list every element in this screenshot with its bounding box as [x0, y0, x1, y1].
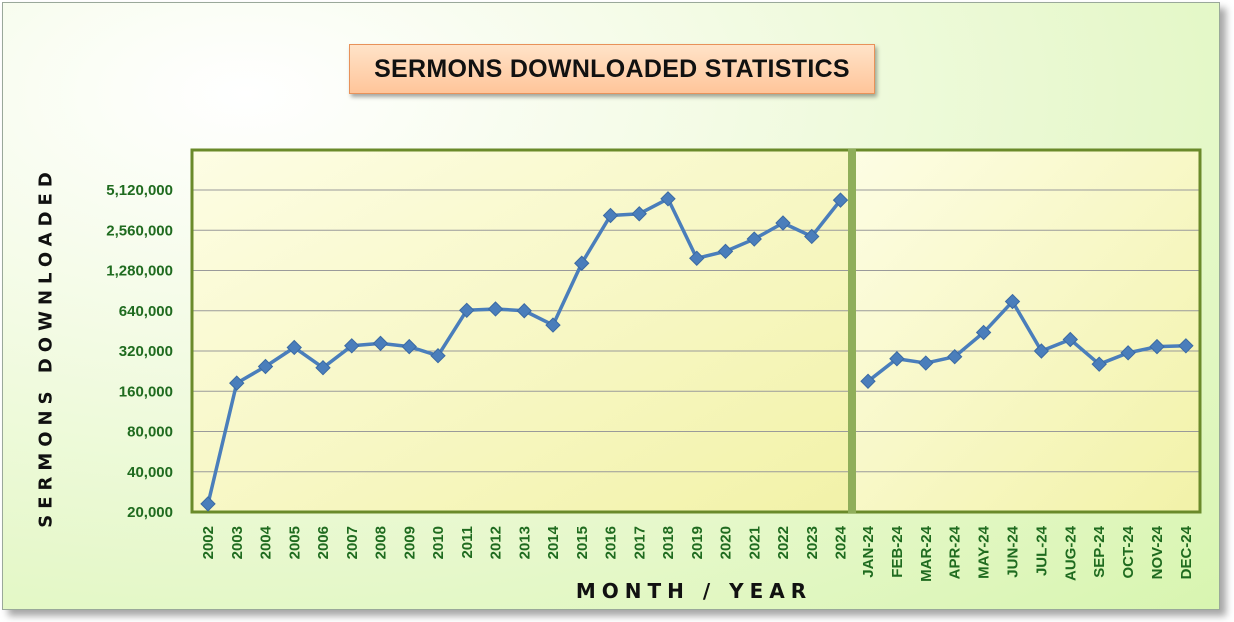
x-tick-label: 2004: [258, 525, 275, 559]
y-tick-label: 40,000: [127, 464, 173, 481]
x-tick-label: APR-24: [947, 525, 964, 579]
data-point: [860, 373, 876, 389]
x-tick-label: 2024: [833, 525, 850, 559]
x-tick-label: MAY-24: [976, 525, 993, 578]
x-tick-label: 2016: [603, 526, 620, 559]
data-point: [1120, 345, 1136, 361]
data-point: [1062, 331, 1079, 348]
x-tick-label: 2011: [459, 526, 476, 559]
x-tick-label: 2019: [689, 526, 706, 559]
x-tick-label: NOV-24: [1149, 525, 1166, 579]
y-tick-label: 1,280,000: [106, 263, 173, 280]
data-point: [545, 317, 561, 333]
x-tick-label: 2008: [373, 526, 390, 559]
x-tick-label: 2010: [430, 526, 447, 559]
y-tick-label: 320,000: [119, 343, 173, 360]
y-tick-label: 160,000: [119, 383, 173, 400]
panel-divider: [848, 149, 856, 513]
data-point: [286, 339, 302, 356]
data-point: [459, 302, 475, 319]
x-tick-label: 2009: [401, 526, 418, 559]
data-point: [200, 496, 216, 512]
data-point: [574, 255, 590, 271]
chart-title: SERMONS DOWNLOADED STATISTICS: [349, 44, 875, 94]
x-tick-label: DEC-24: [1178, 525, 1195, 579]
y-tick-label: 5,120,000: [106, 182, 173, 199]
x-tick-label: 2007: [344, 526, 361, 559]
data-point: [775, 215, 791, 231]
x-tick-label: 2015: [574, 526, 591, 559]
x-tick-label: FEB-24: [889, 525, 906, 577]
x-tick-label: 2020: [718, 526, 735, 559]
data-point: [430, 348, 446, 364]
x-tick-label: 2017: [631, 526, 648, 559]
x-tick-label: 2022: [775, 526, 792, 559]
y-tick-label: 640,000: [119, 303, 173, 320]
data-point: [1033, 343, 1050, 359]
x-tick-label: 2002: [200, 526, 217, 559]
data-point: [1091, 356, 1107, 372]
x-tick-label: OCT-24: [1120, 525, 1137, 578]
x-tick-label: 2021: [746, 526, 763, 559]
data-point: [602, 207, 619, 224]
x-axis-label: MONTH / YEAR: [575, 579, 813, 603]
plot-area-2: [852, 150, 1200, 512]
x-tick-label: 2023: [804, 526, 821, 559]
data-point: [516, 303, 532, 319]
data-point: [315, 359, 331, 376]
x-tick-label: JUL-24: [1033, 525, 1050, 576]
data-point: [746, 231, 762, 247]
y-tick-label: 80,000: [127, 424, 173, 441]
x-tick-label: 2003: [229, 526, 246, 559]
data-point: [1178, 338, 1194, 354]
data-point: [229, 375, 245, 391]
x-tick-label: SEP-24: [1091, 525, 1108, 577]
data-point: [1004, 293, 1021, 310]
y-tick-label: 2,560,000: [106, 222, 173, 239]
x-tick-label: JAN-24: [860, 525, 877, 577]
data-point: [344, 338, 360, 354]
x-tick-label: AUG-24: [1062, 525, 1079, 581]
x-tick-label: JUN-24: [1005, 525, 1022, 577]
x-tick-label: 2013: [516, 526, 533, 559]
data-point: [717, 243, 734, 260]
data-point: [660, 191, 676, 207]
x-tick-label: 2018: [660, 526, 677, 559]
data-point: [832, 192, 849, 208]
data-point: [889, 351, 905, 367]
y-tick-label: 20,000: [127, 504, 173, 521]
data-point: [689, 250, 705, 266]
data-point: [975, 324, 992, 341]
data-point: [804, 228, 820, 245]
data-point: [372, 335, 389, 352]
data-point: [257, 358, 274, 375]
data-point: [946, 349, 963, 365]
data-point: [487, 301, 504, 317]
data-point: [401, 338, 417, 355]
y-axis-label: SERMONS DOWNLOADED: [35, 166, 57, 528]
x-tick-label: 2014: [545, 525, 562, 559]
plot-area-1: [192, 150, 852, 512]
x-tick-label: 2006: [315, 526, 332, 559]
data-point: [1149, 338, 1165, 355]
data-point: [918, 355, 934, 371]
data-point: [631, 206, 647, 222]
x-tick-label: MAR-24: [918, 525, 935, 581]
x-tick-label: 2012: [488, 526, 505, 559]
x-tick-label: 2005: [286, 526, 303, 559]
